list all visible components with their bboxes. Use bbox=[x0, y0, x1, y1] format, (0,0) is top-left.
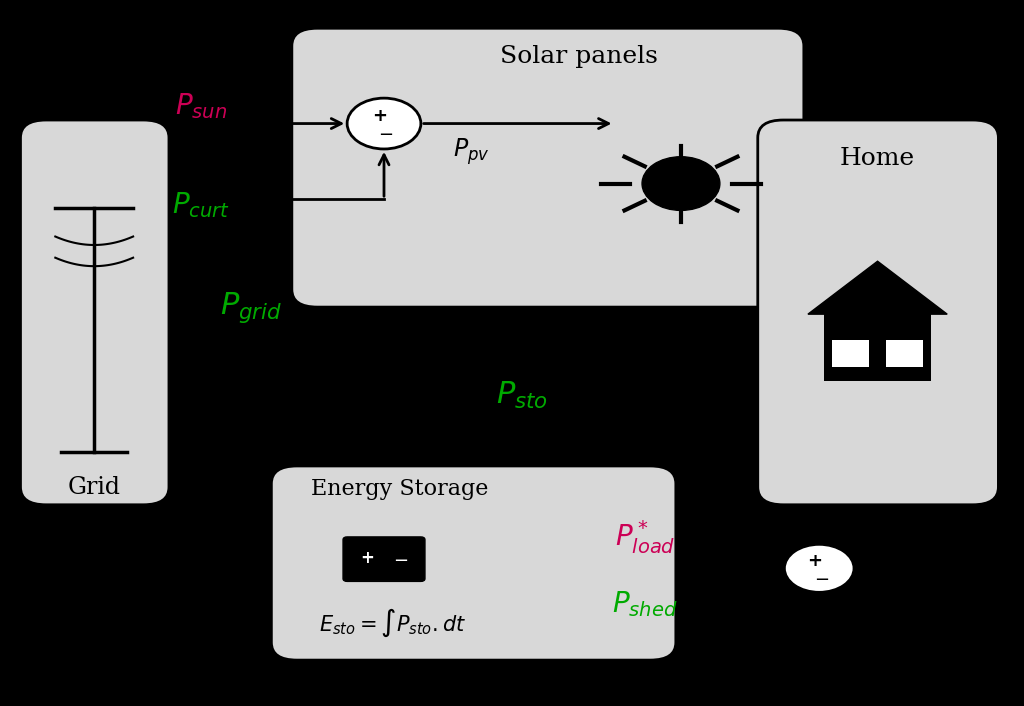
Bar bbox=[823, 314, 932, 381]
Text: +: + bbox=[360, 549, 375, 567]
Text: $-$: $-$ bbox=[814, 568, 828, 587]
Text: $-$: $-$ bbox=[379, 124, 393, 142]
Text: Home: Home bbox=[840, 148, 915, 170]
Text: $P_{load}$: $P_{load}$ bbox=[896, 583, 947, 610]
Polygon shape bbox=[808, 261, 947, 314]
FancyBboxPatch shape bbox=[758, 120, 998, 505]
Text: $P_{curt}$: $P_{curt}$ bbox=[172, 190, 229, 220]
Circle shape bbox=[642, 157, 720, 210]
Text: $E_{sto} = \int P_{sto}.dt$: $E_{sto} = \int P_{sto}.dt$ bbox=[318, 606, 466, 639]
FancyBboxPatch shape bbox=[292, 28, 804, 307]
Text: $P_{shed}$: $P_{shed}$ bbox=[612, 589, 678, 618]
Circle shape bbox=[347, 98, 421, 149]
Circle shape bbox=[784, 544, 854, 592]
Text: $P_{pv}$: $P_{pv}$ bbox=[453, 136, 489, 167]
Text: $P^*_{load}$: $P^*_{load}$ bbox=[615, 517, 675, 556]
Bar bbox=[886, 340, 923, 367]
FancyBboxPatch shape bbox=[271, 466, 676, 660]
Text: $P_{grid}$: $P_{grid}$ bbox=[220, 289, 282, 325]
Bar bbox=[831, 340, 868, 367]
Text: Grid: Grid bbox=[68, 476, 121, 498]
Text: +: + bbox=[808, 551, 822, 570]
Text: +: + bbox=[373, 107, 387, 125]
Text: Energy Storage: Energy Storage bbox=[310, 477, 488, 500]
FancyBboxPatch shape bbox=[343, 537, 425, 582]
Text: $-$: $-$ bbox=[393, 550, 408, 568]
Text: Solar panels: Solar panels bbox=[500, 45, 657, 68]
Text: $P_{sun}$: $P_{sun}$ bbox=[175, 91, 226, 121]
FancyBboxPatch shape bbox=[20, 120, 169, 505]
Text: $P_{sto}$: $P_{sto}$ bbox=[497, 380, 548, 411]
